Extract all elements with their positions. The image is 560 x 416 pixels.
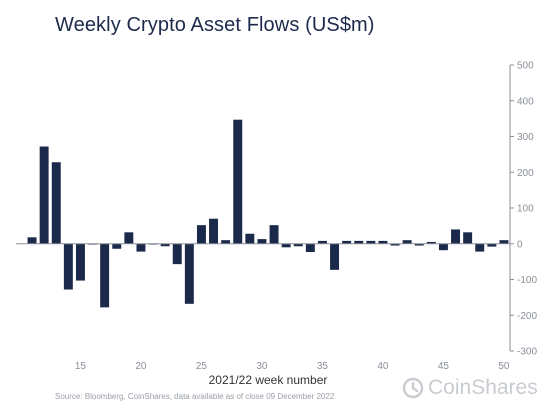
x-tick-label: 45 [438, 361, 450, 372]
x-tick-label: 20 [135, 361, 147, 372]
y-tick-label: 400 [517, 96, 534, 107]
bar-week-23 [172, 243, 182, 265]
coinshares-logo-icon [402, 377, 424, 399]
x-tick-label: 35 [317, 361, 329, 372]
bar-week-28 [233, 119, 243, 244]
x-tick-label: 50 [498, 361, 510, 372]
chart-title: Weekly Crypto Asset Flows (US$m) [55, 14, 375, 36]
x-tick-label: 25 [196, 361, 208, 372]
bar-week-24 [184, 243, 194, 304]
bar-week-14 [63, 243, 73, 290]
y-tick-label: 200 [517, 168, 534, 179]
bar-week-18 [112, 243, 122, 249]
bar-week-11 [27, 237, 37, 244]
bar-week-15 [75, 243, 85, 281]
x-tick-label: 40 [377, 361, 389, 372]
y-tick-label: 300 [517, 132, 534, 143]
bar-week-50 [499, 240, 509, 244]
bar-week-37 [342, 240, 352, 244]
y-tick-label: 100 [517, 204, 534, 215]
y-tick-label: -200 [517, 311, 537, 322]
bar-week-33 [293, 243, 303, 247]
bar-week-17 [100, 243, 110, 308]
bar-week-26 [209, 218, 219, 244]
coinshares-logo: CoinShares [402, 376, 538, 400]
bar-week-46 [451, 229, 461, 244]
y-tick-label: -300 [517, 347, 537, 358]
bar-week-20 [136, 243, 146, 252]
y-tick-label: -100 [517, 275, 537, 286]
bar-week-31 [269, 225, 279, 244]
bar-week-13 [51, 162, 61, 244]
bar-week-38 [354, 240, 364, 244]
bar-week-25 [196, 225, 206, 244]
x-tick-label: 30 [256, 361, 268, 372]
bar-week-32 [281, 243, 291, 248]
y-tick-label: 500 [517, 61, 534, 72]
bar-week-27 [221, 240, 231, 244]
bar-week-30 [257, 239, 267, 244]
bar-week-34 [305, 243, 315, 252]
x-axis-label: 2021/22 week number [209, 373, 328, 387]
bar-week-39 [366, 240, 376, 244]
bar-week-47 [463, 232, 473, 244]
bar-week-19 [124, 232, 134, 244]
coinshares-logo-text: CoinShares [428, 376, 538, 399]
y-tick-label: 0 [517, 239, 523, 250]
bar-week-35 [317, 240, 327, 244]
bar-week-36 [330, 243, 340, 270]
bar-week-42 [402, 240, 412, 244]
bar-week-43 [414, 243, 424, 246]
bar-week-12 [39, 146, 49, 244]
x-tick-label: 15 [75, 361, 87, 372]
y-axis-ticks: -300 -200 -100 0 100 200 300 400 500 [510, 61, 537, 358]
source-note: Source: Bloomberg, CoinShares, data avai… [55, 392, 335, 401]
bars-group [27, 119, 509, 308]
x-axis-ticks: 15 20 25 30 35 40 45 50 [75, 361, 510, 372]
bar-week-22 [160, 243, 170, 247]
bar-week-29 [245, 233, 255, 244]
bar-week-41 [390, 243, 400, 246]
bar-week-49 [487, 243, 497, 247]
bar-week-44 [426, 241, 436, 244]
bar-week-45 [438, 243, 448, 251]
bar-week-40 [378, 240, 388, 244]
bar-week-48 [475, 243, 485, 252]
